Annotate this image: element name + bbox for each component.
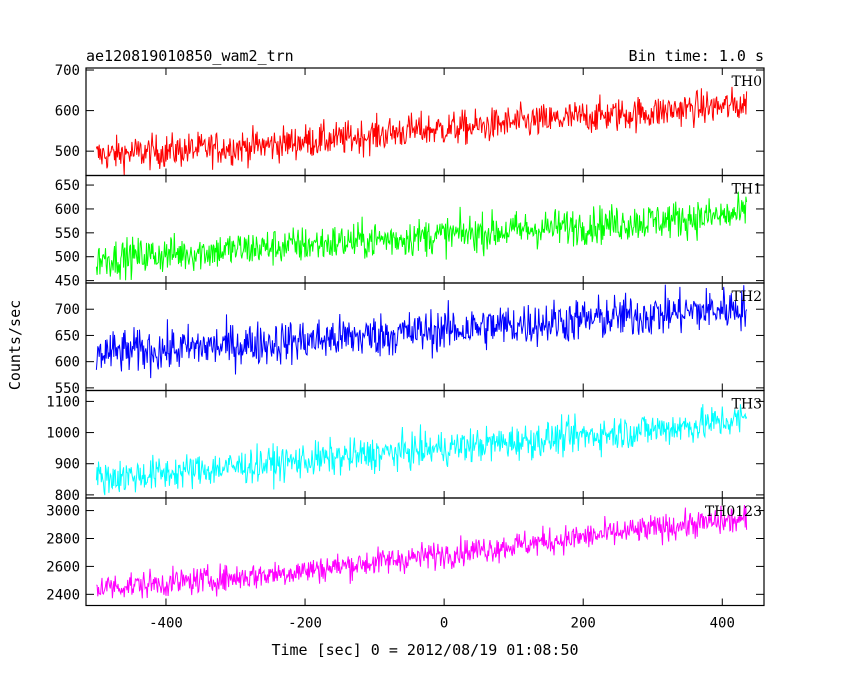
series-line-th0123 (96, 504, 748, 599)
y-tick-label: 650 (55, 178, 80, 194)
y-tick-label: 2600 (46, 559, 80, 575)
y-tick-label: 500 (55, 250, 80, 266)
y-tick-label: 1100 (46, 394, 80, 410)
y-tick-label: 650 (55, 328, 80, 344)
y-tick-label: 500 (55, 144, 80, 160)
y-tick-label: 700 (55, 302, 80, 318)
y-tick-label: 2800 (46, 531, 80, 547)
panel-label-th0123: TH0123 (705, 504, 762, 520)
y-tick-label: 600 (55, 104, 80, 120)
series-line-th0 (95, 86, 748, 176)
y-tick-label: 2400 (46, 587, 80, 603)
y-tick-label: 600 (55, 202, 80, 218)
y-tick-label: 1000 (46, 426, 80, 442)
panel-label-th1: TH1 (732, 182, 762, 198)
y-tick-label: 3000 (46, 504, 80, 520)
series-line-th1 (95, 191, 748, 281)
y-tick-label: 450 (55, 274, 80, 290)
y-tick-label: 600 (55, 355, 80, 371)
chart-subtitle: Bin time: 1.0 s (629, 47, 764, 65)
x-tick-label: 400 (710, 616, 735, 632)
panel-label-th2: TH2 (732, 289, 762, 305)
panel-frame-th0123 (85, 497, 765, 607)
y-tick-label: 550 (55, 226, 80, 242)
panel-label-th0: TH0 (732, 74, 762, 90)
series-line-th3 (95, 404, 748, 496)
x-tick-label: -200 (288, 616, 322, 632)
chart-title: ae120819010850_wam2_trn (86, 47, 294, 65)
x-tick-label: -400 (149, 616, 183, 632)
x-tick-label: 0 (440, 616, 448, 632)
y-tick-label: 700 (55, 63, 80, 79)
panel-label-th3: TH3 (732, 397, 762, 413)
y-axis-label: Counts/sec (6, 300, 24, 390)
x-axis-label: Time [sec] 0 = 2012/08/19 01:08:50 (271, 641, 578, 659)
panels: 500 600 700 TH0 450 500 550 600 650 TH1 550 600 650 7… (46, 63, 765, 632)
y-tick-label: 800 (55, 488, 80, 504)
y-tick-label: 550 (55, 381, 80, 397)
series-line-th2 (95, 284, 748, 379)
x-tick-label: 200 (571, 616, 596, 632)
y-tick-label: 900 (55, 457, 80, 473)
